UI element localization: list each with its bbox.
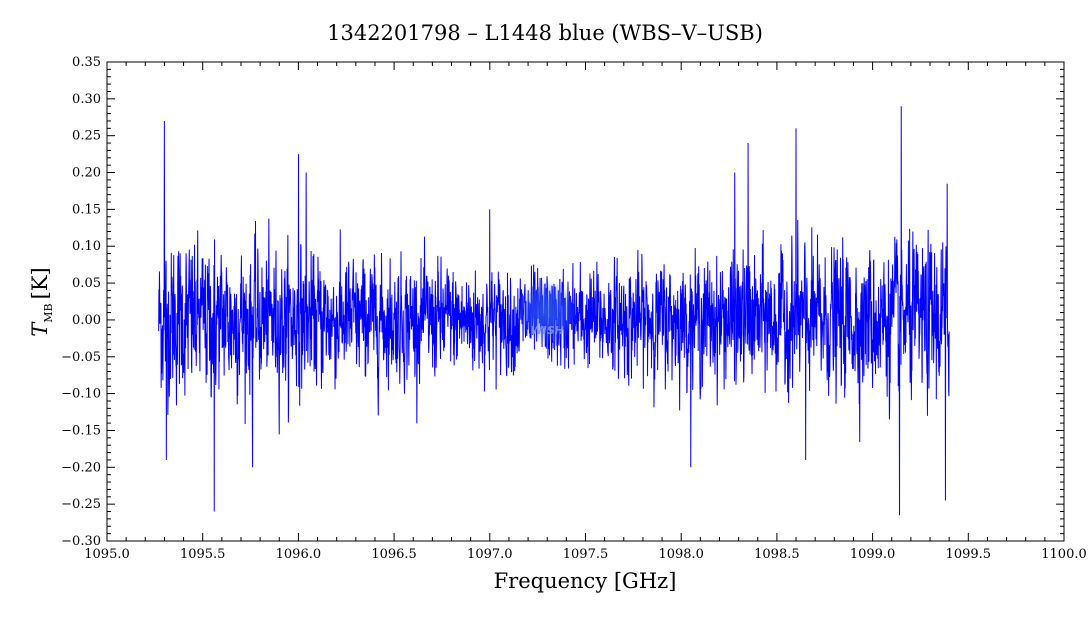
x-tick-label: 1096.5 [371, 547, 417, 562]
x-tick-label: 1099.0 [850, 547, 896, 562]
x-tick-label: 1097.0 [467, 547, 513, 562]
x-axis: 1095.0 1095.5 1096.0 1096.5 1097.0 1097.5 1098… [84, 62, 1087, 562]
x-tick-label: 1099.5 [946, 547, 992, 562]
y-tick-label: −0.25 [61, 497, 101, 512]
x-axis-label: Frequency [GHz] [494, 569, 677, 593]
y-axis-label-subscript: MB [42, 303, 55, 322]
y-tick-label: 0.15 [72, 202, 101, 217]
y-tick-label: 0.20 [72, 166, 101, 181]
y-tick-label: −0.20 [61, 460, 101, 475]
y-tick-label: −0.15 [61, 423, 101, 438]
y-axis-label: TMB [K] [28, 267, 55, 336]
y-tick-label: 0.05 [72, 276, 101, 291]
y-axis-label-symbol: T [28, 321, 52, 337]
x-tick-label: 1095.0 [84, 547, 130, 562]
y-axis-label-unit: [K] [28, 267, 52, 299]
x-tick-label: 1098.0 [658, 547, 704, 562]
x-tick-label: 1100.0 [1041, 547, 1087, 562]
x-tick-label: 1096.0 [276, 547, 322, 562]
y-tick-label: 0.25 [72, 129, 101, 144]
y-axis: −0.30 −0.25 −0.20 −0.15 −0.10 −0.05 0.00 0.05 0.… [61, 55, 1064, 549]
y-tick-label: 0.30 [72, 92, 101, 107]
watermark-text: WISH [531, 324, 564, 337]
x-tick-label: 1098.5 [754, 547, 800, 562]
y-tick-label: 0.35 [72, 55, 101, 70]
wish-watermark: WISH [515, 279, 580, 344]
y-tick-label: 0.10 [72, 239, 101, 254]
y-tick-label: −0.10 [61, 387, 101, 402]
watermark-glow [515, 279, 580, 344]
chart-title: 1342201798 – L1448 blue (WBS–V–USB) [327, 21, 763, 45]
y-tick-label: 0.00 [72, 313, 101, 328]
svg-text:TMB[K]: TMB [K] [28, 267, 55, 336]
y-tick-label: −0.30 [61, 534, 101, 549]
x-tick-label: 1097.5 [563, 547, 609, 562]
x-tick-label: 1095.5 [180, 547, 226, 562]
y-tick-label: −0.05 [61, 350, 101, 365]
